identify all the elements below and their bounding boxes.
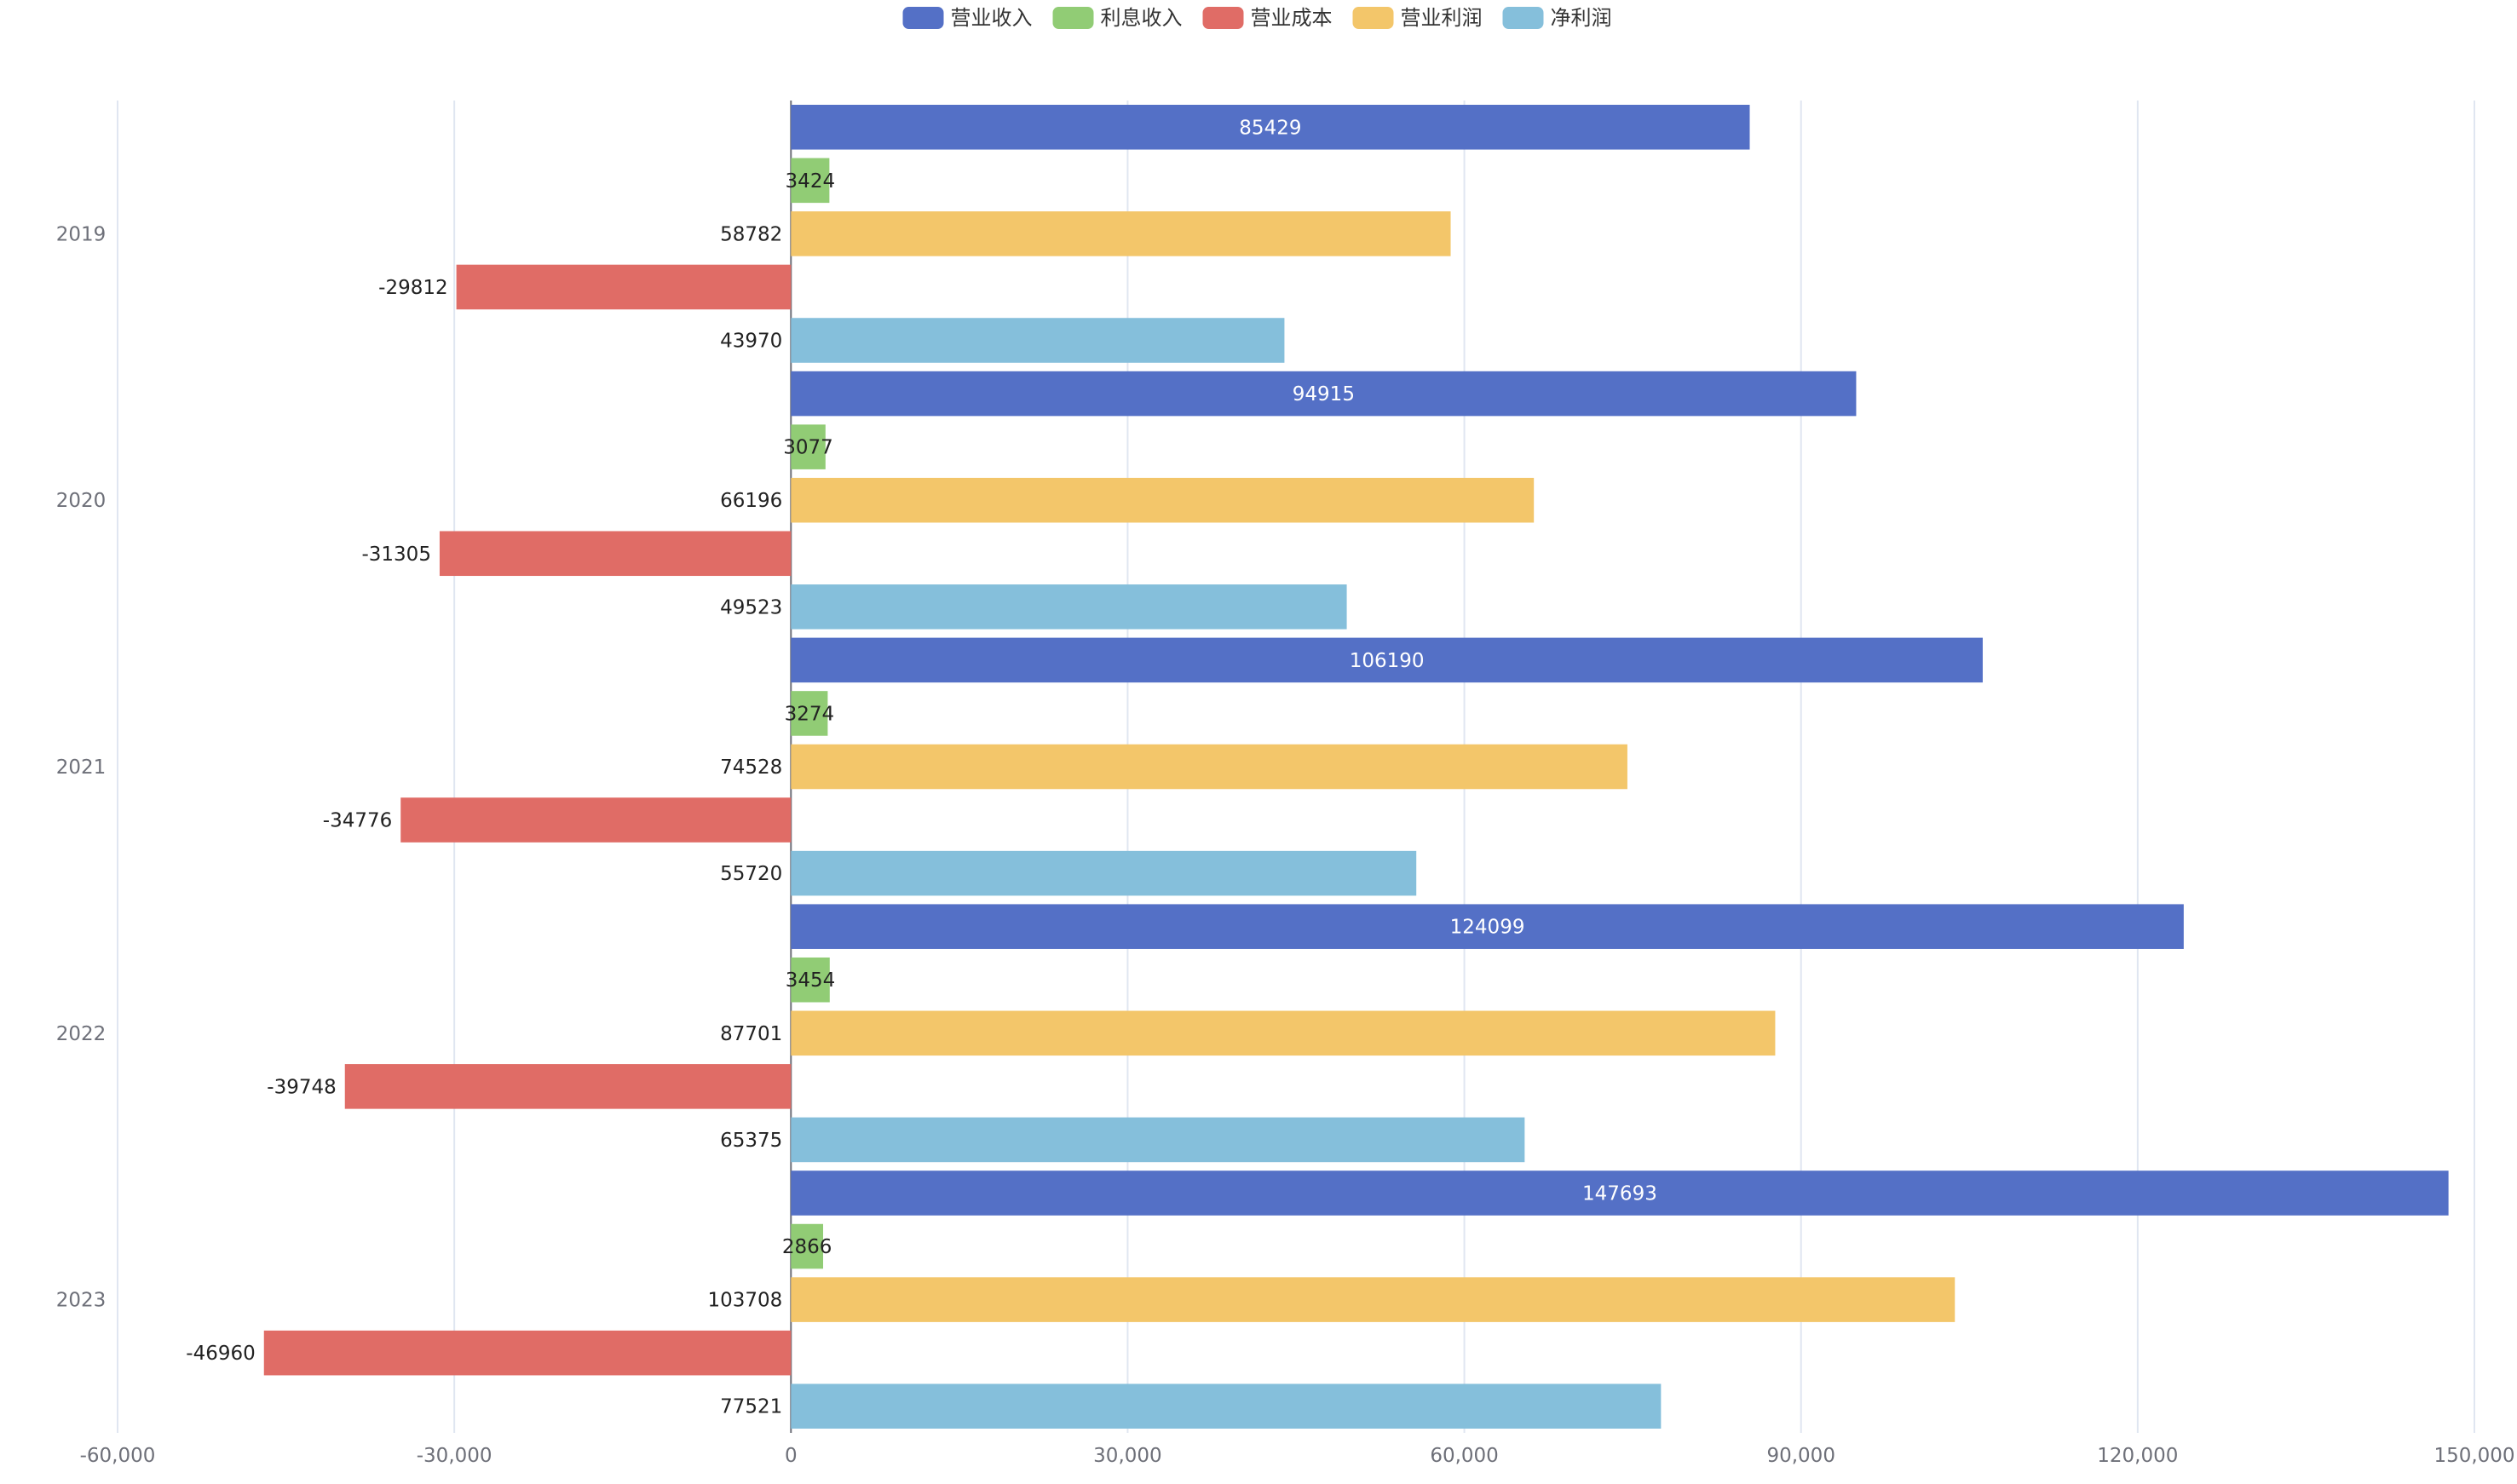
- bar-value-label: 85429: [1239, 117, 1301, 139]
- y-category-label: 2022: [56, 1023, 107, 1045]
- legend: 营业收入 利息收入 营业成本 营业利润 净利润: [902, 6, 1612, 30]
- y-category-label: 2020: [56, 490, 107, 512]
- bar-2021[interactable]: [400, 797, 792, 843]
- legend-label: 利息收入: [1101, 6, 1183, 30]
- bar-2020[interactable]: [439, 531, 792, 577]
- bar-2021[interactable]: [791, 850, 1417, 896]
- legend-swatch: [1202, 7, 1244, 29]
- x-tick-label: 60,000: [1430, 1445, 1498, 1467]
- bar-value-label: 106190: [1350, 650, 1425, 672]
- bar-value-label: 2866: [782, 1236, 832, 1258]
- bar-value-label: 3424: [786, 170, 836, 193]
- y-category-label: 2019: [56, 223, 107, 245]
- bar-value-label: 58782: [720, 223, 782, 245]
- bar-value-label: 124099: [1450, 917, 1525, 939]
- bar-2023[interactable]: [791, 1171, 2449, 1216]
- bar-2023[interactable]: [791, 1223, 824, 1269]
- x-tick-label: 90,000: [1766, 1445, 1834, 1467]
- legend-swatch: [1352, 7, 1394, 29]
- legend-swatch: [1502, 7, 1544, 29]
- bar-2023[interactable]: [791, 1383, 1662, 1429]
- x-tick-label: -30,000: [417, 1445, 492, 1467]
- bar-value-label: 87701: [720, 1023, 782, 1045]
- bar-2023[interactable]: [791, 1277, 1955, 1322]
- bar-2022[interactable]: [791, 957, 830, 1003]
- bar-value-label: 103708: [707, 1290, 782, 1312]
- bar-value-label: 43970: [720, 331, 782, 353]
- bar-2020[interactable]: [791, 424, 826, 469]
- bar-2020[interactable]: [791, 477, 1535, 523]
- legend-swatch: [1052, 7, 1094, 29]
- bar-value-label: 3274: [785, 703, 835, 725]
- bar-value-label: 94915: [1293, 383, 1355, 406]
- bar-2019[interactable]: [456, 264, 792, 310]
- bar-2022[interactable]: [791, 1010, 1776, 1056]
- bar-value-label: 55720: [720, 863, 782, 885]
- bar-value-label: 74528: [720, 756, 782, 779]
- bar-2021[interactable]: [791, 744, 1627, 790]
- bar-value-label: 66196: [720, 490, 782, 512]
- bar-value-label: -39748: [267, 1076, 336, 1098]
- legend-label: 营业成本: [1251, 6, 1333, 30]
- legend-item-item[interactable]: 利息收入: [1052, 6, 1183, 30]
- x-tick-label: 30,000: [1093, 1445, 1161, 1467]
- bar-value-label: -46960: [186, 1343, 255, 1365]
- bar-labels: 85429 3424 58782 -29812 43970 94915 3077 66196 -…: [186, 117, 1657, 1418]
- legend-label: 净利润: [1551, 6, 1612, 30]
- bar-2022[interactable]: [791, 904, 2184, 949]
- legend-item-item[interactable]: 营业利润: [1352, 6, 1483, 30]
- x-tick-label: 120,000: [2097, 1445, 2178, 1467]
- legend-item-item[interactable]: 净利润: [1502, 6, 1612, 30]
- bar-value-label: -29812: [378, 277, 447, 299]
- x-tick-label: 150,000: [2433, 1445, 2514, 1467]
- bar-value-label: -31305: [361, 544, 430, 566]
- x-tick-label: 0: [785, 1445, 798, 1467]
- bar-2019[interactable]: [791, 318, 1285, 363]
- bars: [263, 105, 2449, 1429]
- bar-2022[interactable]: [791, 1117, 1525, 1163]
- bar-2019[interactable]: [791, 158, 830, 204]
- bar-2022[interactable]: [344, 1064, 792, 1109]
- bar-2019[interactable]: [791, 211, 1451, 256]
- y-category-label: 2023: [56, 1290, 107, 1312]
- bar-value-label: -34776: [323, 810, 392, 832]
- legend-label: 营业收入: [951, 6, 1033, 30]
- bar-2020[interactable]: [791, 371, 1857, 417]
- x-tick-label: -60,000: [80, 1445, 156, 1467]
- bar-value-label: 65375: [720, 1130, 782, 1152]
- bar-value-label: 147693: [1582, 1182, 1657, 1205]
- bar-2019[interactable]: [791, 105, 1750, 150]
- bar-2020[interactable]: [791, 584, 1347, 630]
- bar-value-label: 49523: [720, 596, 782, 618]
- legend-label: 营业利润: [1401, 6, 1483, 30]
- bar-value-label: 3454: [786, 969, 836, 992]
- legend-item-item[interactable]: 营业收入: [902, 6, 1033, 30]
- y-category-label: 2021: [56, 756, 107, 779]
- bar-2021[interactable]: [791, 691, 828, 736]
- bar-2021[interactable]: [791, 637, 1983, 683]
- bar-value-label: 77521: [720, 1396, 782, 1418]
- bar-value-label: 3077: [783, 437, 833, 459]
- legend-swatch: [902, 7, 944, 29]
- legend-item-item[interactable]: 营业成本: [1202, 6, 1333, 30]
- bar-2023[interactable]: [263, 1330, 792, 1376]
